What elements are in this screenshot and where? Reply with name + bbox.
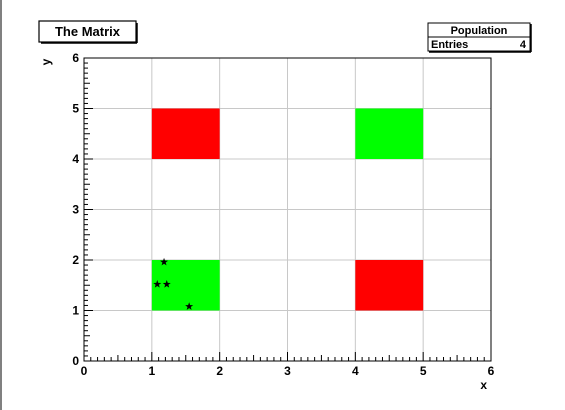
chart-title: The Matrix [55,24,121,39]
y-tick-label: 3 [72,203,79,217]
x-tick-label: 2 [216,364,223,378]
y-tick-label: 6 [72,51,79,65]
stats-box-title: Population [451,25,508,37]
heatmap-cell [355,260,424,311]
y-tick-label: 1 [72,304,79,318]
axis-ticks [83,57,492,362]
x-axis-label: x [480,378,487,392]
x-tick-label: 5 [420,364,427,378]
x-tick-label: 1 [148,364,155,378]
x-tick-label: 4 [352,364,359,378]
stats-entries-label: Entries [431,39,468,51]
x-tick-label: 3 [284,364,291,378]
y-tick-label: 2 [72,253,79,267]
data-point-star [162,280,171,288]
y-tick-label: 4 [72,152,79,166]
y-axis-label: y [39,58,53,65]
stats-box: Population Entries 4 [427,22,532,53]
heatmap-cell [151,108,220,159]
y-tick-labels: 0 1 2 3 4 5 6 [72,51,79,368]
x-tick-label: 0 [81,364,88,378]
title-box: The Matrix [38,20,138,44]
data-point-star [160,257,169,266]
x-tick-label: 6 [488,364,495,378]
heatmap-cell [355,108,424,159]
heatmap-cells [151,108,424,311]
data-point-star [153,280,162,288]
x-tick-labels: 0 1 2 3 4 5 6 [81,364,495,378]
y-tick-label: 5 [72,102,79,116]
stats-entries-value: 4 [520,39,527,51]
heatmap-cell [151,260,220,311]
title-box-frame [38,20,137,43]
data-points [153,257,194,310]
data-point-star [185,302,194,310]
y-tick-label: 0 [72,354,79,368]
